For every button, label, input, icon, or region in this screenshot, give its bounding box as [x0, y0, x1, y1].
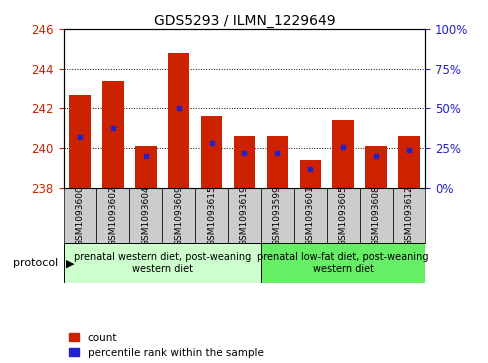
Bar — [261, 188, 293, 244]
Point — [207, 140, 215, 146]
Bar — [63, 188, 96, 244]
Text: GSM1093612: GSM1093612 — [404, 185, 413, 246]
Point — [306, 166, 314, 172]
Text: GSM1093599: GSM1093599 — [272, 185, 281, 246]
Text: GSM1093608: GSM1093608 — [371, 185, 380, 246]
Text: ▶: ▶ — [66, 258, 74, 268]
Text: GSM1093605: GSM1093605 — [338, 185, 347, 246]
Point — [109, 125, 117, 130]
Title: GDS5293 / ILMN_1229649: GDS5293 / ILMN_1229649 — [153, 14, 335, 28]
Bar — [261, 244, 425, 283]
Bar — [397, 136, 419, 188]
Text: protocol: protocol — [13, 258, 59, 268]
Legend: count, percentile rank within the sample: count, percentile rank within the sample — [69, 333, 263, 358]
Point — [339, 144, 346, 150]
Bar — [201, 117, 222, 188]
Text: GSM1093619: GSM1093619 — [240, 185, 248, 246]
Bar — [299, 160, 320, 188]
Text: GSM1093615: GSM1093615 — [207, 185, 216, 246]
Bar — [332, 121, 353, 188]
Bar — [162, 188, 195, 244]
Text: GSM1093609: GSM1093609 — [174, 185, 183, 246]
Bar — [69, 94, 91, 188]
Bar — [135, 146, 156, 188]
Bar — [293, 188, 326, 244]
Bar — [195, 188, 227, 244]
Bar — [227, 188, 261, 244]
Point — [404, 147, 412, 152]
Point — [273, 150, 281, 156]
Point — [174, 106, 182, 111]
Point — [240, 150, 248, 156]
Point — [371, 153, 379, 159]
Text: GSM1093604: GSM1093604 — [141, 185, 150, 246]
Bar — [96, 188, 129, 244]
Text: prenatal western diet, post-weaning
western diet: prenatal western diet, post-weaning west… — [74, 253, 250, 274]
Bar — [168, 53, 189, 188]
Bar — [266, 136, 287, 188]
Bar — [63, 244, 261, 283]
Text: GSM1093601: GSM1093601 — [305, 185, 314, 246]
Bar — [365, 146, 386, 188]
Point — [142, 153, 149, 159]
Bar — [359, 188, 392, 244]
Text: prenatal low-fat diet, post-weaning
western diet: prenatal low-fat diet, post-weaning west… — [257, 253, 428, 274]
Bar — [102, 81, 123, 188]
Bar — [233, 136, 255, 188]
Text: GSM1093600: GSM1093600 — [75, 185, 84, 246]
Bar — [392, 188, 425, 244]
Bar — [129, 188, 162, 244]
Text: GSM1093602: GSM1093602 — [108, 185, 117, 246]
Bar — [326, 188, 359, 244]
Point — [76, 134, 84, 140]
